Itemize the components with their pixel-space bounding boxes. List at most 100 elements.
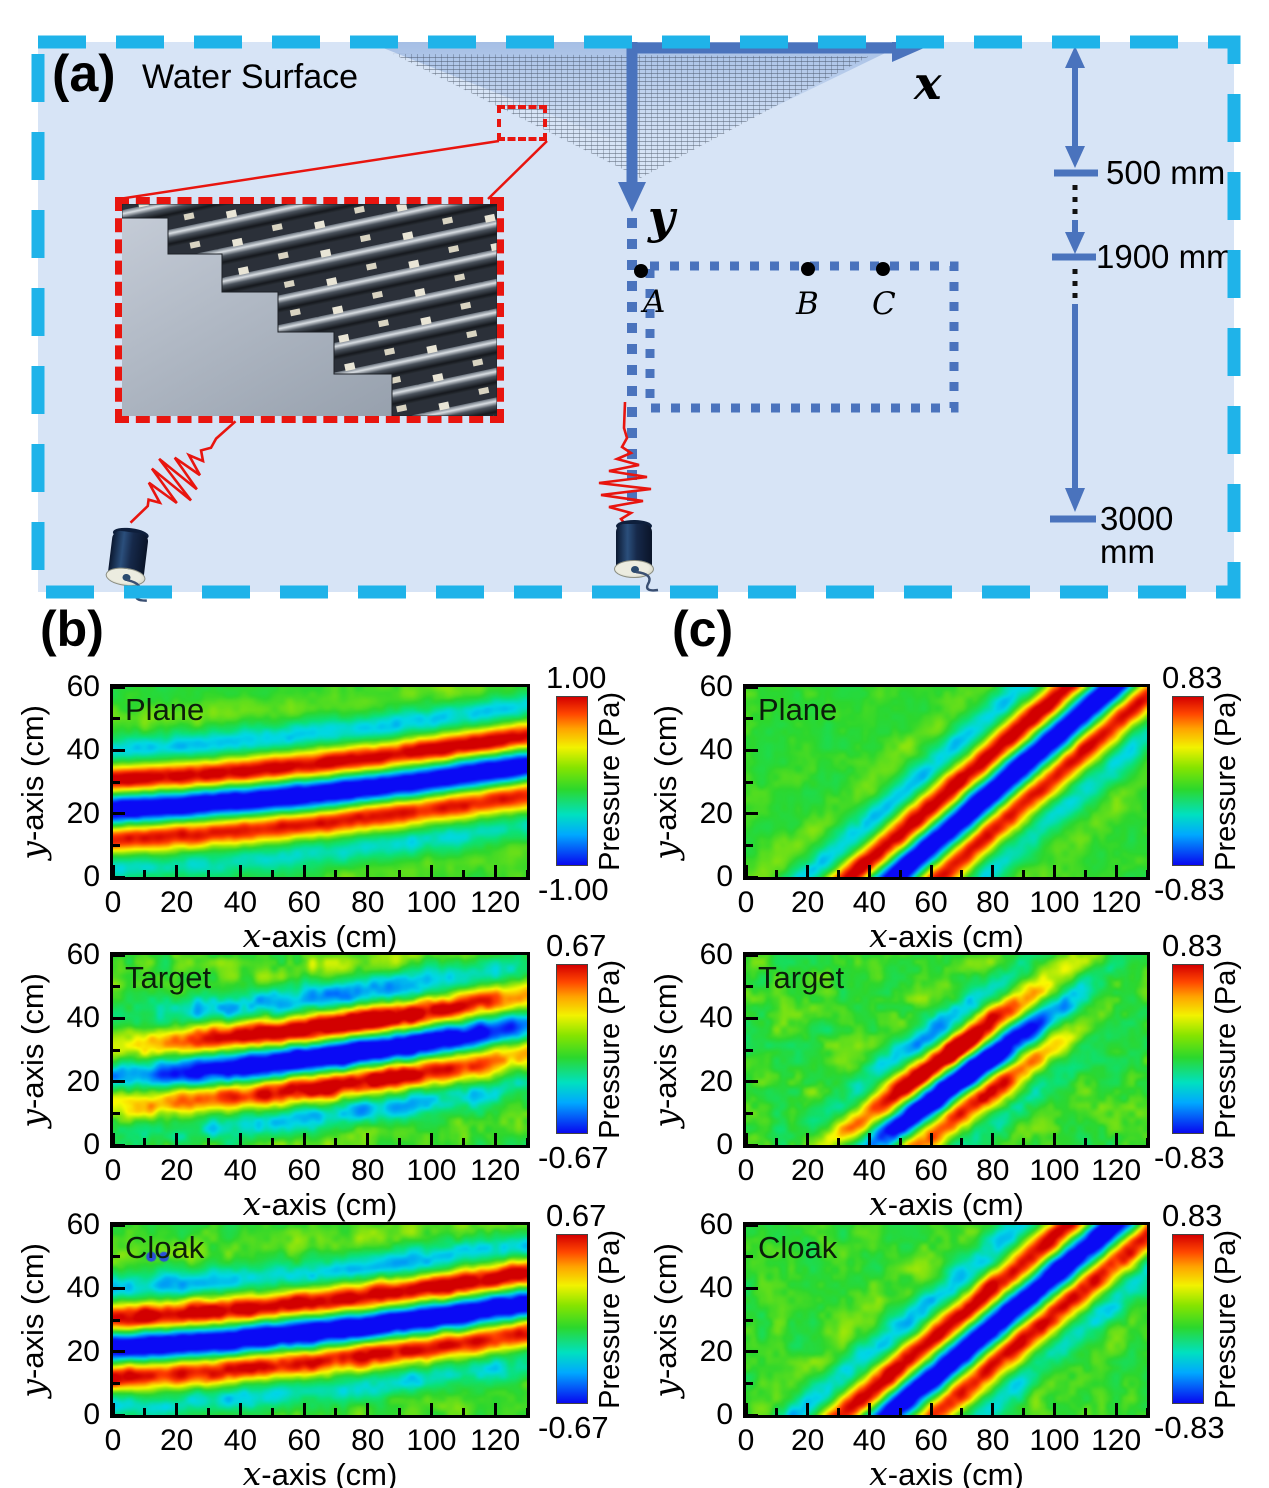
colorbar: 0.67 -0.67 Pressure (Pa) — [538, 928, 626, 1175]
x-tick — [175, 1133, 179, 1145]
x-tick — [991, 1133, 995, 1145]
x-tick-label: 100 — [1029, 1154, 1080, 1187]
y-tick — [746, 685, 758, 689]
x-tick — [493, 865, 497, 877]
x-minor-tick — [1022, 870, 1026, 877]
y-minor-tick — [113, 1048, 120, 1052]
heatmap-canvas — [113, 687, 527, 877]
x-axis-title: x-axis (cm) — [869, 1184, 1024, 1223]
x-minor-tick — [1022, 1138, 1026, 1145]
colorbar-min: -1.00 — [538, 872, 609, 907]
x-tick-label: 60 — [287, 1154, 321, 1187]
x-minor-tick — [898, 1408, 902, 1415]
x-tick — [1052, 1403, 1056, 1415]
x-tick-label: 0 — [104, 886, 122, 919]
x-tick-label: 100 — [1029, 1424, 1080, 1457]
colorbar-gradient — [1172, 696, 1204, 866]
plot-title: Target — [758, 960, 845, 995]
panel-a-label: (a) — [52, 45, 116, 103]
y-minor-tick — [113, 1381, 120, 1385]
x-minor-tick — [270, 1138, 274, 1145]
y-minor-tick — [746, 843, 753, 847]
colorbar: 0.83 -0.83 Pressure (Pa) — [1154, 660, 1242, 907]
colorbar: 1.00 -1.00 Pressure (Pa) — [538, 660, 626, 907]
zoom-connector-line — [118, 139, 500, 201]
plot-title: Cloak — [125, 1230, 205, 1265]
x-tick — [238, 865, 242, 877]
x-tick — [1052, 865, 1056, 877]
x-minor-tick — [898, 870, 902, 877]
y-tick-label: 20 — [699, 796, 733, 830]
x-tick-label: 120 — [470, 1424, 521, 1457]
x-tick-label: 120 — [1091, 1424, 1142, 1457]
y-tick — [746, 1286, 758, 1290]
colorbar-max: 0.83 — [1162, 928, 1223, 963]
y-axis-title: y-axis (cm) — [645, 972, 685, 1128]
colorbar-title: Pressure (Pa) — [1210, 691, 1242, 871]
y-tick — [113, 1143, 125, 1147]
y-tick — [113, 1286, 125, 1290]
arrow-down-icon — [1065, 232, 1085, 254]
x-minor-tick — [525, 870, 529, 877]
x-tick — [867, 1403, 871, 1415]
x-minor-tick — [1083, 1138, 1087, 1145]
dim-3000-label: 3000 mm — [1100, 500, 1174, 570]
x-minor-tick — [398, 870, 402, 877]
x-tick — [238, 1403, 242, 1415]
x-tick-label: 20 — [160, 1424, 194, 1457]
x-minor-tick — [334, 1138, 338, 1145]
y-tick-label: 60 — [699, 670, 733, 703]
x-tick-label: 40 — [852, 1154, 887, 1187]
colorbar-max: 0.67 — [546, 928, 607, 963]
water-surface-label: Water Surface — [142, 58, 359, 96]
x-tick — [302, 865, 306, 877]
x-tick-label: 20 — [160, 1154, 194, 1187]
colorbar-gradient — [1172, 964, 1204, 1134]
y-tick-label: 40 — [699, 1271, 733, 1305]
colorbar-title: Pressure (Pa) — [1210, 959, 1242, 1139]
x-tick — [302, 1403, 306, 1415]
y-tick-label: 40 — [699, 733, 733, 767]
x-tick — [493, 1133, 497, 1145]
y-tick-label: 20 — [66, 1064, 100, 1098]
colorbar-min: -0.67 — [538, 1410, 609, 1445]
point-b-label: B — [796, 286, 819, 322]
scan-region-rect — [645, 261, 959, 413]
y-tick — [746, 1080, 758, 1084]
x-minor-tick — [960, 870, 964, 877]
y-minor-tick — [113, 780, 120, 784]
x-tick — [1114, 865, 1118, 877]
y-tick — [113, 1080, 125, 1084]
x-tick-label: 0 — [737, 1424, 755, 1457]
point-a-label: A — [643, 284, 666, 320]
x-tick-label: 40 — [852, 1424, 887, 1457]
x-tick — [929, 1403, 933, 1415]
x-tick-label: 20 — [791, 1154, 825, 1187]
y-axis-title: y-axis (cm) — [645, 1242, 685, 1398]
y-tick-label: 60 — [699, 938, 733, 971]
x-tick-label: 120 — [1091, 1154, 1142, 1187]
x-tick-label: 100 — [1029, 886, 1080, 919]
y-tick-label: 60 — [66, 938, 100, 971]
colorbar-gradient — [1172, 1234, 1204, 1404]
x-tick — [238, 1133, 242, 1145]
panel-b-label: (b) — [40, 601, 104, 657]
y-minor-tick — [113, 1318, 120, 1322]
y-minor-tick — [746, 780, 753, 784]
x-minor-tick — [270, 1408, 274, 1415]
y-tick-label: 60 — [66, 1208, 100, 1241]
x-minor-tick — [898, 1138, 902, 1145]
y-axis-title: y-axis (cm) — [12, 1242, 52, 1398]
y-minor-tick — [746, 1381, 753, 1385]
y-tick-label: 40 — [66, 1001, 100, 1035]
heatmap-canvas — [113, 1225, 527, 1415]
x-tick — [429, 1133, 433, 1145]
y-tick — [113, 953, 125, 957]
point-b-dot — [801, 262, 815, 276]
wave-pulse-icon — [598, 401, 652, 548]
x-minor-tick — [525, 1138, 529, 1145]
x-tick — [175, 865, 179, 877]
x-minor-tick — [143, 1408, 147, 1415]
y-tick — [113, 685, 125, 689]
x-tick — [744, 865, 748, 877]
